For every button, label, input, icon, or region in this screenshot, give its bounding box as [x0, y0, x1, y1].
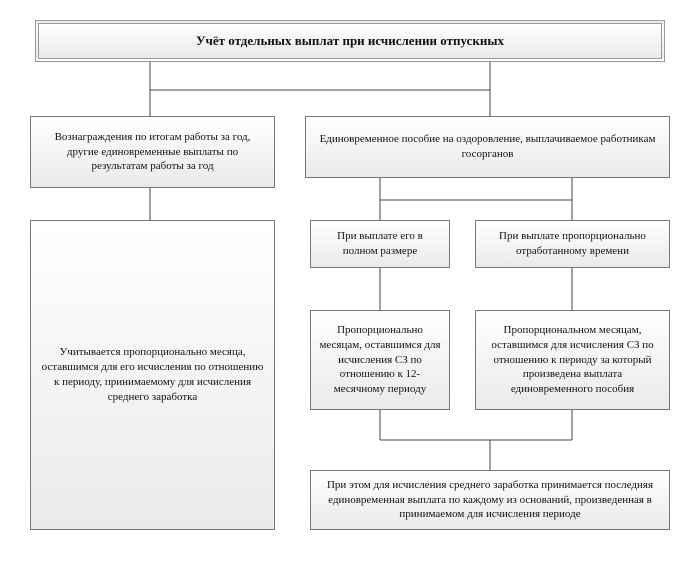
node-right-top: Единовременное пособие на оздоровление, …	[305, 116, 670, 178]
node-text: Учитывается пропорционально месяца, оста…	[39, 345, 266, 404]
node-bottom: При этом для исчисления среднего заработ…	[310, 470, 670, 530]
node-left-bottom: Учитывается пропорционально месяца, оста…	[30, 220, 275, 530]
title-text: Учёт отдельных выплат при исчислении отп…	[196, 32, 504, 50]
node-right-low-right: Пропорциональном месяцам, оставшимся для…	[475, 310, 670, 410]
node-text: При выплате его в полном размере	[319, 229, 441, 259]
node-right-low-left: Пропорционально месяцам, оставшимся для …	[310, 310, 450, 410]
node-right-mid-right: При выплате пропорционально отработанном…	[475, 220, 670, 268]
flowchart-container: Учёт отдельных выплат при исчислении отп…	[20, 20, 680, 546]
node-text: При выплате пропорционально отработанном…	[484, 229, 661, 259]
title-box: Учёт отдельных выплат при исчислении отп…	[35, 20, 665, 62]
node-left-top: Вознаграждения по итогам работы за год, …	[30, 116, 275, 188]
node-text: Единовременное пособие на оздоровление, …	[314, 132, 661, 162]
node-text: Пропорциональном месяцам, оставшимся для…	[484, 323, 661, 397]
node-text: Вознаграждения по итогам работы за год, …	[39, 130, 266, 175]
node-text: Пропорционально месяцам, оставшимся для …	[319, 323, 441, 397]
node-right-mid-left: При выплате его в полном размере	[310, 220, 450, 268]
node-text: При этом для исчисления среднего заработ…	[319, 478, 661, 523]
